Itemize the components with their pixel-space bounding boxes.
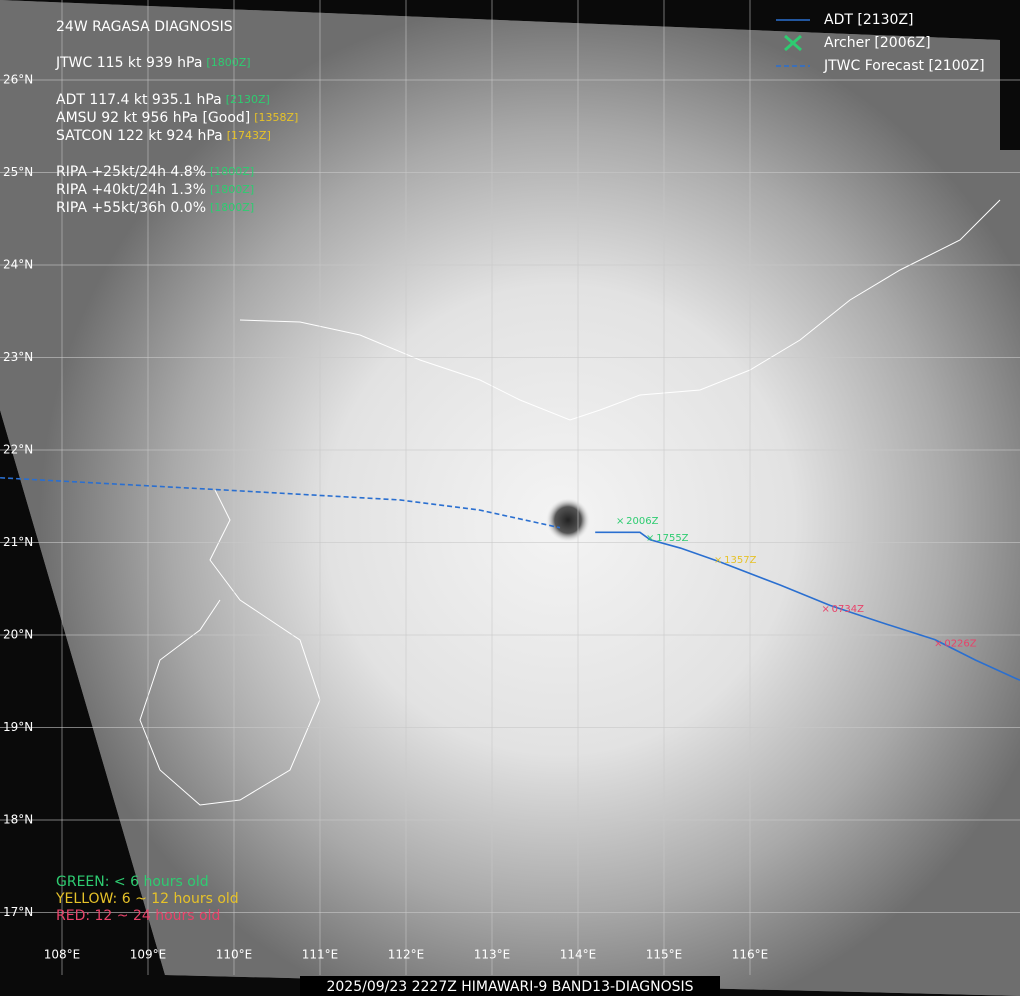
- fix-label: 1755Z: [656, 533, 688, 544]
- lon-label: 109°E: [130, 948, 167, 962]
- age-key: RED: 12 ~ 24 hours old: [56, 908, 220, 924]
- info-text: RIPA +25kt/24h 4.8%: [56, 164, 206, 180]
- info-text: RIPA +55kt/36h 0.0%: [56, 200, 206, 216]
- info-line: AMSU 92 kt 956 hPa [Good] [1358Z]: [56, 110, 298, 126]
- coastline: [139, 489, 321, 806]
- fix-label: 1357Z: [724, 555, 756, 566]
- info-line: ADT 117.4 kt 935.1 hPa [2130Z]: [56, 92, 270, 108]
- legend-label: JTWC Forecast [2100Z]: [823, 58, 985, 74]
- title: 24W RAGASA DIAGNOSIS: [56, 19, 233, 35]
- fix-marker: ×: [714, 555, 722, 566]
- lon-label: 114°E: [560, 948, 597, 962]
- info-line: RIPA +55kt/36h 0.0% [1800Z]: [56, 200, 254, 216]
- info-time: [2130Z]: [226, 93, 270, 106]
- info-time: [1800Z]: [206, 56, 250, 69]
- info-time: [1800Z]: [210, 183, 254, 196]
- info-text: SATCON 122 kt 924 hPa: [56, 128, 223, 144]
- fix-marker: ×: [646, 533, 654, 544]
- info-text: ADT 117.4 kt 935.1 hPa: [56, 92, 222, 108]
- lat-label: 22°N: [3, 443, 33, 457]
- track: [0, 476, 561, 529]
- lat-label: 17°N: [3, 905, 33, 919]
- fix-label: 2006Z: [626, 516, 658, 527]
- info-time: [1800Z]: [210, 165, 254, 178]
- info-text: JTWC 115 kt 939 hPa: [55, 55, 202, 71]
- lat-label: 25°N: [3, 165, 33, 179]
- info-time: [1800Z]: [210, 201, 254, 214]
- fix-label: 0226Z: [944, 638, 976, 649]
- caption: 2025/09/23 2227Z HIMAWARI-9 BAND13-DIAGN…: [326, 979, 693, 995]
- grid: 26°N 25°N 24°N 23°N 22°N 21°N 20°N 19°N 18°N 17°N…: [0, 0, 1020, 975]
- info-text: RIPA +40kt/24h 1.3%: [56, 182, 206, 198]
- info-text: AMSU 92 kt 956 hPa [Good]: [56, 110, 250, 126]
- legend-label: Archer [2006Z]: [824, 35, 931, 51]
- age-key: GREEN: < 6 hours old: [56, 874, 209, 890]
- lat-label: 20°N: [3, 628, 33, 642]
- info-time: [1743Z]: [227, 129, 271, 142]
- legend-symbol: [784, 34, 802, 52]
- lon-label: 113°E: [474, 948, 511, 962]
- info-line: RIPA +40kt/24h 1.3% [1800Z]: [56, 182, 254, 198]
- lon-label: 111°E: [302, 948, 339, 962]
- legend-label: ADT [2130Z]: [824, 12, 914, 28]
- caption-box: [300, 976, 720, 996]
- lat-label: 21°N: [3, 535, 33, 549]
- storm-eye: [546, 498, 590, 542]
- lat-label: 26°N: [3, 73, 33, 87]
- coastline: [239, 199, 1001, 421]
- fix-marker: ×: [616, 516, 624, 527]
- lat-label: 18°N: [3, 813, 33, 827]
- fix-marker: ×: [821, 604, 829, 615]
- lon-label: 116°E: [732, 948, 769, 962]
- lat-label: 23°N: [3, 350, 33, 364]
- lon-label: 108°E: [44, 948, 81, 962]
- info-time: [1358Z]: [254, 111, 298, 124]
- info-line: JTWC 115 kt 939 hPa [1800Z]: [55, 55, 251, 71]
- info-line: RIPA +25kt/24h 4.8% [1800Z]: [56, 164, 254, 180]
- info-line: SATCON 122 kt 924 hPa [1743Z]: [56, 128, 271, 144]
- fix-label: 0734Z: [832, 604, 864, 615]
- lat-label: 19°N: [3, 720, 33, 734]
- age-key: YELLOW: 6 ~ 12 hours old: [55, 891, 239, 907]
- lat-label: 24°N: [3, 258, 33, 272]
- lon-label: 115°E: [646, 948, 683, 962]
- lon-label: 112°E: [388, 948, 425, 962]
- lon-label: 110°E: [216, 948, 253, 962]
- track: [595, 531, 1020, 682]
- fix-marker: ×: [934, 638, 942, 649]
